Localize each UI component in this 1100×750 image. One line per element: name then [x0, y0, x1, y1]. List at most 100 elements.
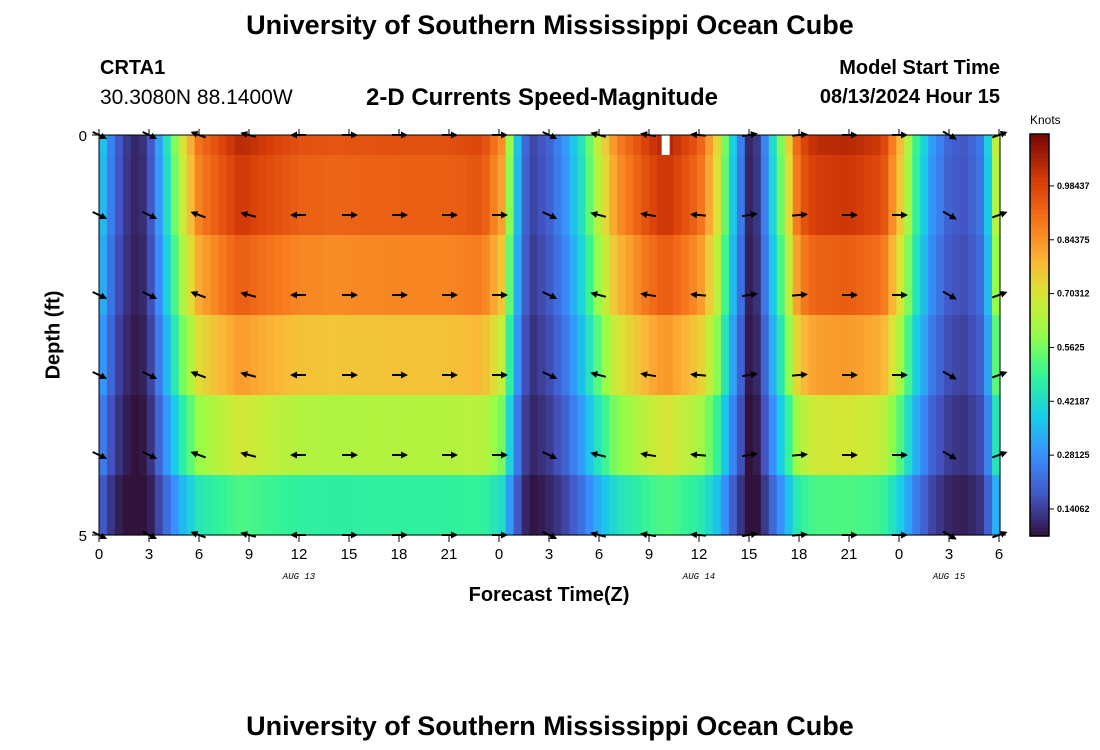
heatmap-cell — [912, 155, 921, 236]
heatmap-cell — [712, 135, 722, 156]
heatmap-cell — [689, 135, 698, 156]
heatmap-cell — [976, 135, 985, 156]
heatmap-cell — [330, 475, 339, 536]
heatmap-cell — [114, 475, 124, 536]
heatmap-cell — [242, 475, 252, 536]
heatmap-cell — [417, 235, 427, 316]
heatmap-cell — [920, 155, 929, 236]
heatmap-cell — [457, 135, 467, 156]
heatmap-cell — [561, 155, 571, 236]
current-vector-arrow — [542, 291, 558, 300]
heatmap-cell — [864, 135, 874, 156]
heatmap-cell — [768, 475, 778, 536]
heatmap-cell — [561, 235, 571, 316]
heatmap-cell — [282, 155, 291, 236]
heatmap-cell — [712, 395, 722, 476]
heatmap-cell — [202, 315, 212, 396]
heatmap-cell — [928, 235, 937, 316]
heatmap-cell — [162, 475, 172, 536]
x-tick-label: 0 — [95, 546, 103, 563]
heatmap-cell — [633, 235, 642, 316]
colorbar-segment — [1030, 302, 1049, 308]
heatmap-cell — [370, 315, 379, 396]
heatmap-cell — [800, 235, 810, 316]
heatmap-cell — [601, 315, 610, 396]
colorbar-segment — [1030, 423, 1049, 429]
heatmap-cell — [106, 315, 116, 396]
heatmap-cell — [904, 315, 913, 396]
colorbar-tick-label: 0.98437 — [1057, 181, 1090, 191]
heatmap-cell — [314, 315, 323, 396]
heatmap-cell — [824, 475, 834, 536]
heatmap-cell — [545, 475, 555, 536]
heatmap-cell — [401, 155, 411, 236]
current-vector-arrow — [992, 211, 1008, 219]
heatmap-cell — [681, 135, 690, 156]
heatmap-cell — [529, 235, 539, 316]
heatmap-cell — [681, 395, 690, 476]
heatmap-cell — [441, 475, 451, 536]
heatmap-cell — [146, 315, 156, 396]
heatmap-cell — [457, 315, 467, 396]
heatmap-cell — [386, 395, 395, 476]
colorbar-tick-label: 0.28125 — [1057, 450, 1090, 460]
heatmap-cell — [569, 315, 578, 396]
heatmap-cell — [649, 315, 658, 396]
heatmap-cell — [513, 475, 523, 536]
heatmap-cell — [609, 235, 618, 316]
heatmap-cell — [290, 315, 299, 396]
heatmap-cell — [99, 315, 108, 396]
colorbar-segment — [1030, 206, 1049, 211]
colorbar-segment — [1030, 322, 1049, 328]
heatmap-cell — [752, 235, 762, 316]
heatmap-cell — [401, 315, 411, 396]
heatmap-cell — [114, 315, 124, 396]
heatmap-cell — [641, 135, 650, 156]
colorbar-segment — [1030, 158, 1049, 163]
heatmap-cell — [449, 475, 459, 536]
heatmap-cell — [824, 315, 834, 396]
heatmap-cell — [553, 155, 563, 236]
heatmap-cell — [960, 395, 969, 476]
heatmap-cell — [824, 155, 834, 236]
heatmap-cell — [338, 135, 347, 156]
colorbar-segment — [1030, 343, 1049, 348]
heatmap-cell — [936, 475, 945, 536]
heatmap-cell — [744, 235, 754, 316]
heatmap-cell — [170, 315, 180, 396]
colorbar-segment — [1030, 495, 1049, 501]
colorbar-segment — [1030, 330, 1049, 336]
heatmap-cell — [433, 155, 443, 236]
heatmap-cell — [362, 135, 371, 156]
heatmap-cell — [545, 135, 555, 156]
colorbar-segment — [1030, 451, 1049, 457]
heatmap-cell — [346, 235, 355, 316]
heatmap-cell — [744, 135, 754, 156]
heatmap-cell — [689, 315, 698, 396]
heatmap-cell — [752, 315, 762, 396]
heatmap-cell — [370, 155, 379, 236]
colorbar-segment — [1030, 134, 1049, 139]
heatmap-cell — [665, 315, 674, 396]
heatmap-cell — [697, 155, 706, 236]
heatmap-cell — [306, 315, 315, 396]
heatmap-cell — [497, 475, 507, 536]
heatmap-cell — [665, 475, 674, 536]
heatmap-cell — [816, 155, 826, 236]
current-vector-arrow — [640, 291, 657, 299]
heatmap-cell — [712, 475, 722, 536]
colorbar-segment — [1030, 351, 1049, 356]
colorbar-segment — [1030, 146, 1049, 151]
heatmap-cell — [736, 475, 746, 536]
heatmap-cell — [298, 235, 307, 316]
heatmap-cell — [553, 395, 563, 476]
heatmap-cell — [114, 395, 124, 476]
heatmap-cell — [880, 235, 889, 316]
heatmap-cell — [370, 135, 379, 156]
heatmap-cell — [330, 235, 339, 316]
heatmap-cell — [864, 235, 874, 316]
heatmap-cell — [234, 235, 244, 316]
heatmap-cell — [984, 475, 993, 536]
heatmap-cell — [593, 155, 602, 236]
